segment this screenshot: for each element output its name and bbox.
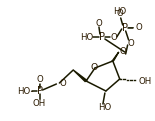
Text: P: P — [122, 23, 128, 33]
Text: OH: OH — [33, 99, 46, 109]
Text: O: O — [60, 79, 67, 87]
Text: HO: HO — [80, 33, 94, 42]
Text: O: O — [90, 63, 98, 72]
Polygon shape — [73, 70, 87, 82]
Text: HO-: HO- — [17, 87, 34, 95]
Text: P: P — [37, 86, 43, 96]
Text: O: O — [116, 10, 123, 19]
Text: HO: HO — [113, 8, 126, 16]
Text: O: O — [36, 76, 43, 84]
Text: O: O — [135, 23, 142, 33]
Text: O: O — [119, 46, 126, 56]
Text: OH: OH — [139, 76, 152, 86]
Text: O: O — [110, 34, 117, 42]
Text: P: P — [99, 32, 105, 42]
Text: O: O — [96, 19, 102, 27]
Text: O: O — [127, 38, 134, 48]
Text: HO: HO — [98, 103, 111, 113]
Polygon shape — [112, 52, 119, 61]
